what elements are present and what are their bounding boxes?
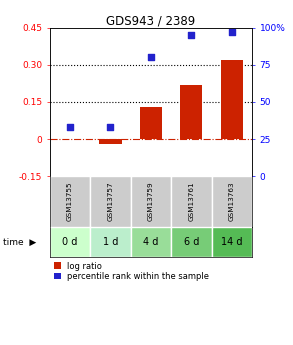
Text: GSM13761: GSM13761 bbox=[188, 182, 194, 221]
Bar bbox=[140, 107, 162, 139]
Point bbox=[149, 55, 153, 60]
Text: GSM13757: GSM13757 bbox=[108, 182, 113, 221]
Text: time  ▶: time ▶ bbox=[3, 238, 36, 247]
Text: GSM13763: GSM13763 bbox=[229, 182, 235, 221]
Text: 1 d: 1 d bbox=[103, 237, 118, 247]
Text: 14 d: 14 d bbox=[221, 237, 243, 247]
Bar bbox=[131, 176, 171, 227]
Legend: log ratio, percentile rank within the sample: log ratio, percentile rank within the sa… bbox=[54, 262, 209, 281]
Bar bbox=[90, 227, 131, 257]
Text: 4 d: 4 d bbox=[143, 237, 159, 247]
Text: GSM13755: GSM13755 bbox=[67, 182, 73, 221]
Text: 0 d: 0 d bbox=[62, 237, 78, 247]
Text: GSM13759: GSM13759 bbox=[148, 182, 154, 221]
Bar bbox=[180, 85, 202, 139]
Bar bbox=[221, 60, 243, 139]
Bar bbox=[171, 227, 212, 257]
Title: GDS943 / 2389: GDS943 / 2389 bbox=[106, 14, 195, 28]
Bar bbox=[90, 176, 131, 227]
Bar bbox=[131, 227, 171, 257]
Text: 6 d: 6 d bbox=[184, 237, 199, 247]
Bar bbox=[50, 227, 90, 257]
Bar bbox=[212, 176, 252, 227]
Bar bbox=[50, 176, 90, 227]
Point bbox=[108, 124, 113, 130]
Bar bbox=[212, 227, 252, 257]
Bar bbox=[99, 139, 122, 144]
Point bbox=[229, 29, 234, 35]
Point bbox=[68, 124, 72, 130]
Bar bbox=[171, 176, 212, 227]
Point bbox=[189, 32, 194, 38]
